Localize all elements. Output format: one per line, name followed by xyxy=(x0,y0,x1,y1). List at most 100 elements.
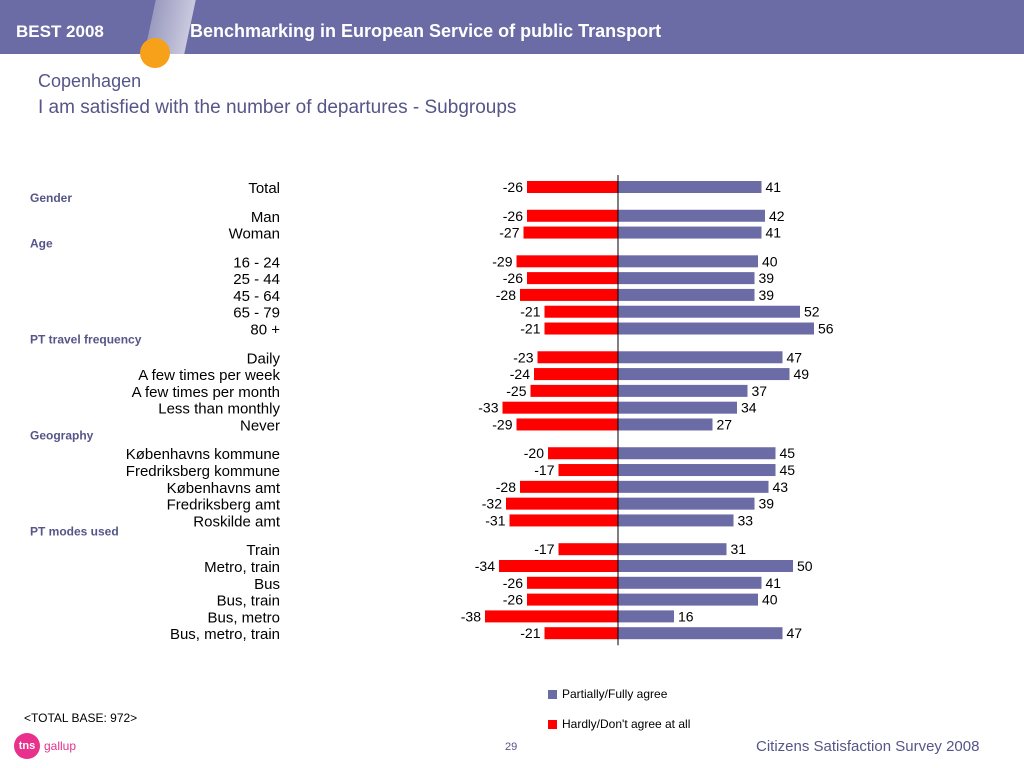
row-label: Train xyxy=(246,542,280,559)
row-label: Bus, metro, train xyxy=(170,626,280,643)
agree-bar xyxy=(618,401,737,414)
agree-value-label: 37 xyxy=(752,383,768,399)
row-label: Less than monthly xyxy=(158,401,280,418)
agree-bar xyxy=(618,384,748,397)
agree-bar xyxy=(618,272,755,285)
disagree-bar xyxy=(523,226,618,239)
disagree-bar xyxy=(530,384,618,397)
disagree-value-label: -17 xyxy=(534,462,554,478)
row-label: Københavns amt xyxy=(167,480,281,497)
agree-value-label: 43 xyxy=(773,479,789,495)
legend-agree: Partially/Fully agree xyxy=(548,687,667,701)
disagree-bar xyxy=(502,401,618,414)
row-label: 25 - 44 xyxy=(233,271,280,288)
row-label: Bus, train xyxy=(217,593,280,610)
disagree-value-label: -32 xyxy=(482,496,502,512)
agree-bar xyxy=(618,226,762,239)
disagree-bar xyxy=(527,272,618,285)
group-label: PT modes used xyxy=(30,524,119,538)
disagree-value-label: -25 xyxy=(506,383,526,399)
agree-value-label: 39 xyxy=(759,287,775,303)
disagree-value-label: -33 xyxy=(478,400,498,416)
disagree-value-label: -23 xyxy=(513,349,533,365)
agree-bar xyxy=(618,464,776,477)
row-label: Fredriksberg kommune xyxy=(126,463,280,480)
gallup-logo-text: gallup xyxy=(44,739,77,753)
agree-value-label: 33 xyxy=(738,512,754,528)
diverging-bar-chart: Total 41 -26 Gender Man 42 -26 Woman 41 -27 Age 16 … xyxy=(30,175,834,646)
agree-bar xyxy=(618,181,762,193)
agree-bar xyxy=(618,447,776,460)
row-label: 80 + xyxy=(250,322,280,339)
disagree-value-label: -27 xyxy=(499,225,519,241)
disagree-value-label: -17 xyxy=(534,541,554,557)
agree-value-label: 45 xyxy=(780,445,796,461)
disagree-value-label: -29 xyxy=(492,416,512,432)
row-label: Woman xyxy=(229,226,280,243)
agree-value-label: 42 xyxy=(769,208,785,224)
disagree-bar xyxy=(516,255,618,268)
disagree-value-label: -21 xyxy=(520,625,540,641)
agree-value-label: 50 xyxy=(797,558,813,574)
agree-bar xyxy=(618,514,734,527)
disagree-value-label: -26 xyxy=(503,270,523,286)
agree-value-label: 49 xyxy=(794,366,810,382)
disagree-value-label: -21 xyxy=(520,321,540,337)
row-label: A few times per week xyxy=(138,367,280,384)
agree-value-label: 16 xyxy=(678,608,694,624)
agree-value-label: 52 xyxy=(804,304,820,320)
agree-value-label: 41 xyxy=(766,225,782,241)
row-label: Fredriksberg amt xyxy=(167,497,281,514)
header-title: Benchmarking in European Service of publ… xyxy=(190,21,662,41)
disagree-value-label: -28 xyxy=(496,287,516,303)
agree-value-label: 56 xyxy=(818,321,834,337)
row-label: Roskilde amt xyxy=(193,513,281,530)
row-label: Daily xyxy=(247,350,281,367)
page-number: 29 xyxy=(505,741,518,753)
survey-footer: Citizens Satisfaction Survey 2008 xyxy=(756,738,980,755)
legend-disagree-label: Hardly/Don't agree at all xyxy=(562,717,691,731)
disagree-bar xyxy=(548,447,618,460)
row-label: Total xyxy=(248,180,280,197)
agree-bar xyxy=(618,497,755,510)
disagree-value-label: -26 xyxy=(503,575,523,591)
row-label: Man xyxy=(251,209,280,226)
agree-bar xyxy=(618,560,793,572)
agree-bar xyxy=(618,480,769,493)
group-label: Gender xyxy=(30,191,72,205)
agree-value-label: 41 xyxy=(766,179,782,195)
brand-label: BEST 2008 xyxy=(16,22,104,41)
agree-value-label: 31 xyxy=(731,541,747,557)
legend-disagree-swatch xyxy=(548,720,557,730)
group-label: Age xyxy=(30,236,53,250)
disagree-bar xyxy=(527,593,618,606)
disagree-value-label: -20 xyxy=(524,445,544,461)
agree-value-label: 40 xyxy=(762,592,778,608)
agree-bar xyxy=(618,209,765,222)
group-label: Geography xyxy=(30,428,94,442)
agree-bar xyxy=(618,351,783,364)
row-label: Never xyxy=(240,417,280,434)
disagree-bar xyxy=(544,627,618,640)
disagree-value-label: -28 xyxy=(496,479,516,495)
row-label: Bus, metro xyxy=(207,609,280,626)
agree-bar xyxy=(618,593,758,606)
disagree-bar xyxy=(520,480,618,493)
disagree-value-label: -34 xyxy=(475,558,495,574)
disagree-bar xyxy=(527,181,618,193)
agree-value-label: 39 xyxy=(759,496,775,512)
row-label: A few times per month xyxy=(132,384,280,401)
agree-bar xyxy=(618,543,727,556)
tns-logo-mark: tns xyxy=(14,733,40,759)
disagree-value-label: -29 xyxy=(492,253,512,269)
disagree-bar xyxy=(499,560,618,572)
disagree-value-label: -38 xyxy=(461,608,481,624)
agree-bar xyxy=(618,288,755,301)
header-banner: BEST 2008 Benchmarking in European Servi… xyxy=(0,0,1024,68)
agree-bar xyxy=(618,576,762,589)
agree-bar xyxy=(618,610,674,623)
disagree-value-label: -26 xyxy=(503,208,523,224)
row-label: Bus xyxy=(254,576,280,593)
disagree-bar xyxy=(506,497,618,510)
legend-agree-swatch xyxy=(548,690,557,700)
